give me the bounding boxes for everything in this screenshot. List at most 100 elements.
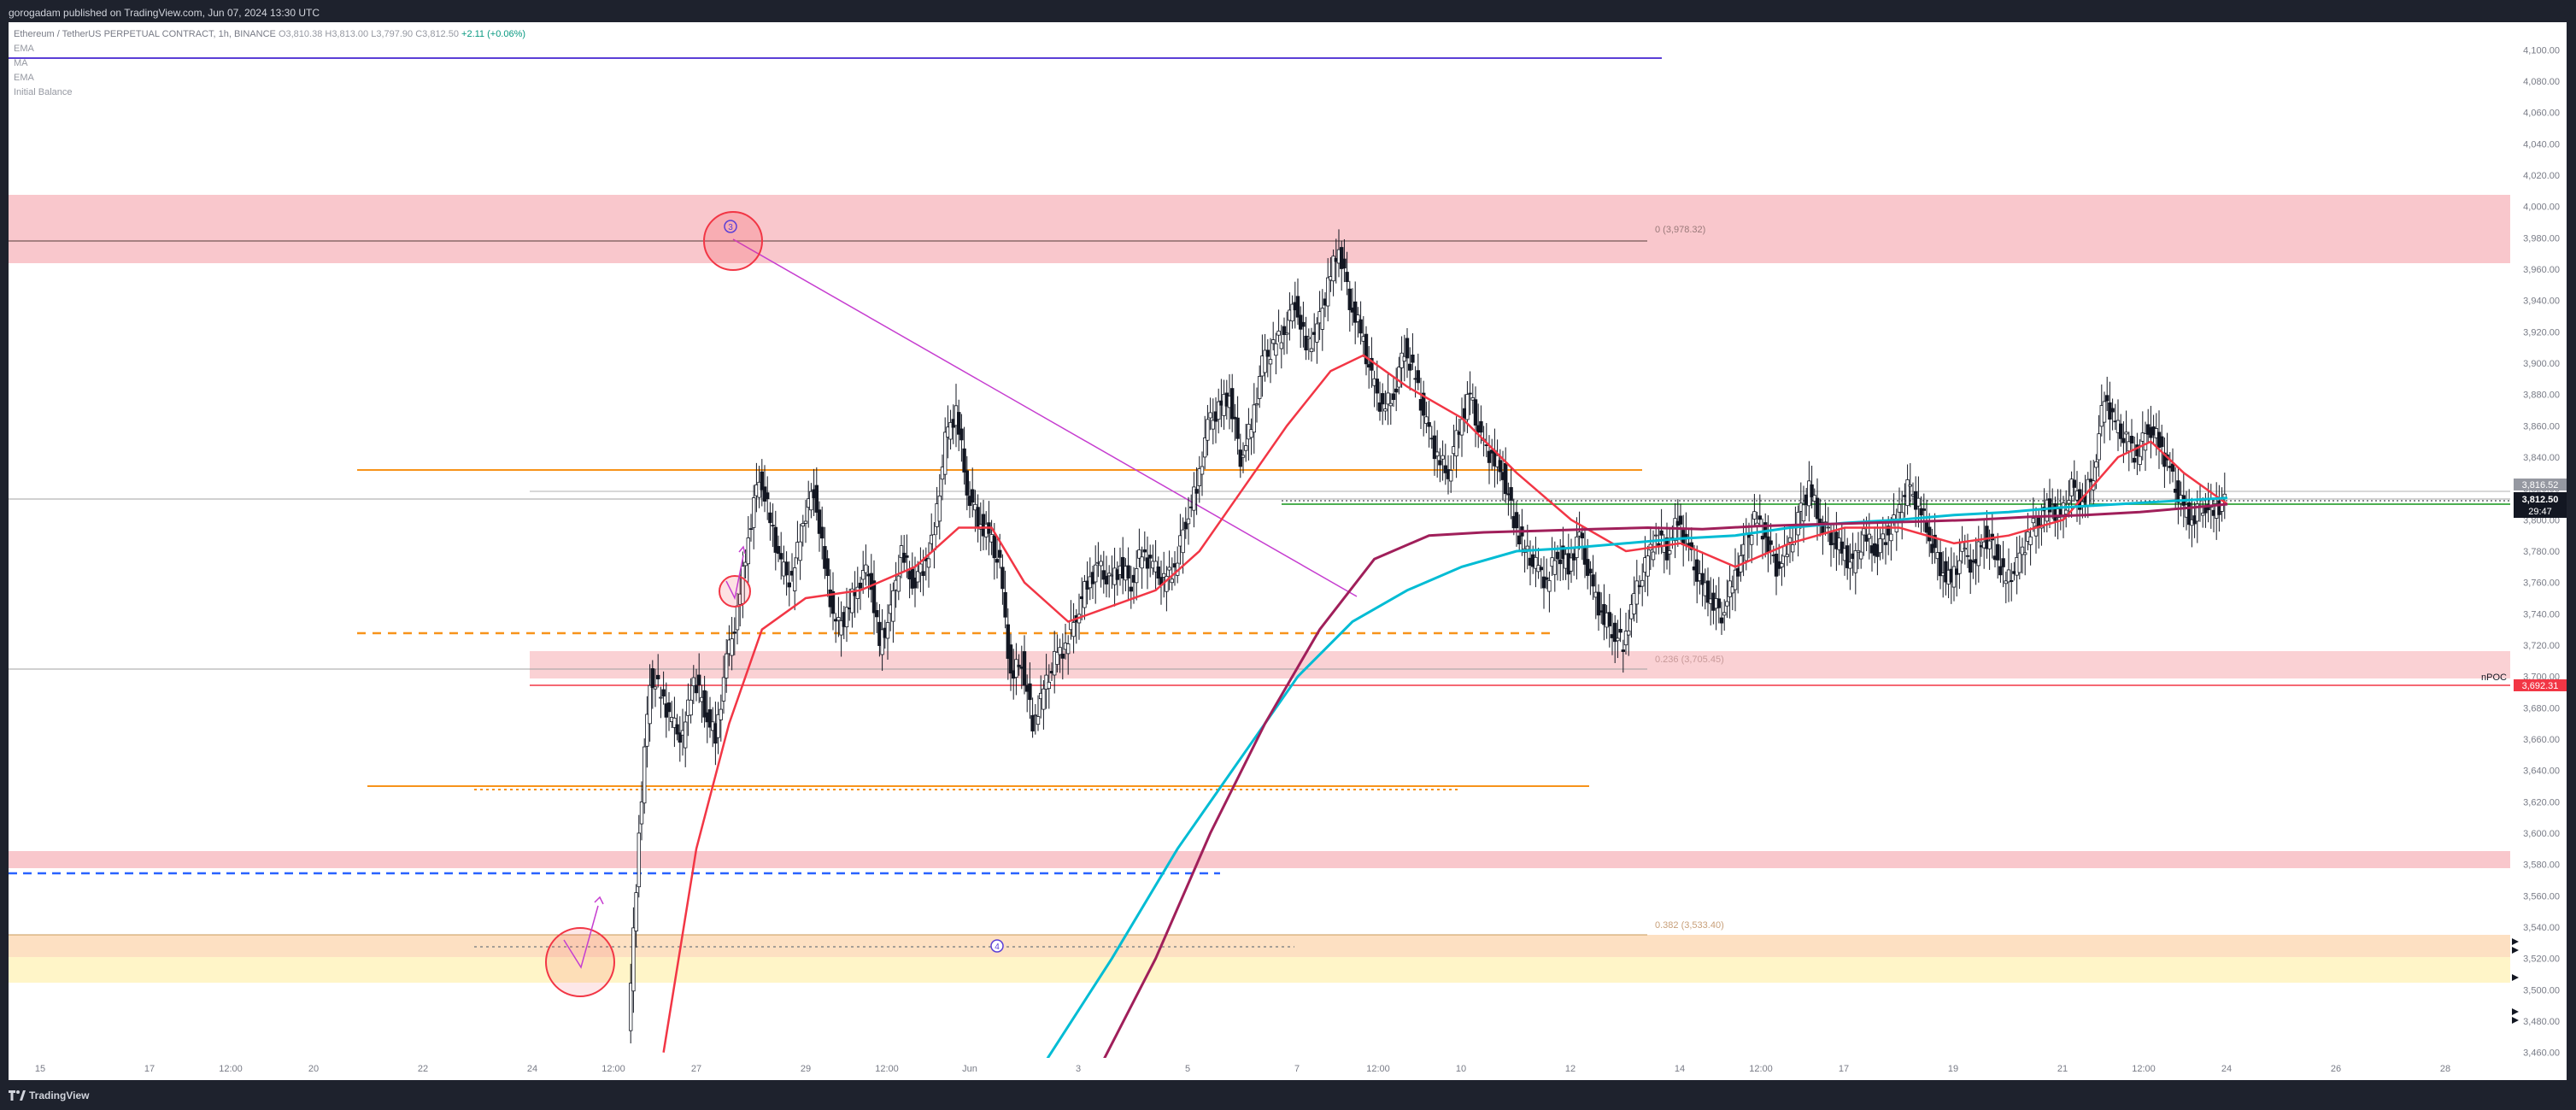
candle-body xyxy=(1238,449,1242,467)
candle-body xyxy=(1033,714,1037,717)
price-tick-label: 3,640.00 xyxy=(2523,766,2560,777)
candle-body xyxy=(1140,556,1144,569)
price-tick-label: 3,660.00 xyxy=(2523,735,2560,745)
candle-body xyxy=(902,552,907,563)
candle-body xyxy=(875,609,879,618)
candle-body xyxy=(1634,580,1639,605)
candle-body xyxy=(773,526,777,553)
candle-body xyxy=(746,537,750,565)
price-axis[interactable] xyxy=(2510,22,2567,1061)
candle-body xyxy=(1047,681,1051,690)
candle-body xyxy=(1405,338,1410,359)
candle-body xyxy=(871,580,877,614)
candle-body xyxy=(1853,550,1857,573)
candle-body xyxy=(2129,436,2134,443)
candle-body xyxy=(1165,576,1169,592)
candle-body xyxy=(2097,433,2101,461)
candle-body xyxy=(1580,532,1584,538)
candle-body xyxy=(880,629,884,655)
candle-body xyxy=(1695,559,1699,582)
candle-body xyxy=(1545,577,1549,580)
candle-body xyxy=(1886,526,1891,536)
npoc-label: nPOC xyxy=(2481,672,2507,683)
zone-mid xyxy=(530,651,2510,678)
candle-body xyxy=(1094,564,1098,583)
time-tick-label: 10 xyxy=(1456,1064,1466,1074)
candle-body xyxy=(637,832,641,888)
candle-body xyxy=(1309,348,1314,352)
candle-body xyxy=(661,689,666,697)
price-tick-label: 3,880.00 xyxy=(2523,391,2560,401)
candle-body xyxy=(1258,376,1262,399)
candle-body xyxy=(1498,460,1502,473)
axis-arrow-1[interactable] xyxy=(2512,938,2519,945)
candle-body xyxy=(1167,567,1171,571)
indicator-initial-balance[interactable]: Initial Balance xyxy=(14,87,73,97)
candle-body xyxy=(721,677,726,702)
candle-body xyxy=(2009,580,2014,582)
candle-body xyxy=(2094,461,2098,468)
candle-body xyxy=(1479,420,1483,433)
time-tick-label: 15 xyxy=(35,1064,45,1074)
candle-body xyxy=(1274,343,1278,356)
candle-body xyxy=(1558,559,1563,565)
time-tick-label: 26 xyxy=(2331,1064,2341,1074)
candle-body xyxy=(1465,394,1470,420)
candle-body xyxy=(634,892,638,931)
time-tick-label: 3 xyxy=(1076,1064,1081,1074)
candle-body xyxy=(1509,487,1513,501)
time-tick-label: 28 xyxy=(2440,1064,2450,1074)
candle-body xyxy=(1591,574,1595,587)
time-tick-label: 24 xyxy=(527,1064,537,1074)
candle-body xyxy=(1282,326,1287,336)
price-tick-label: 3,800.00 xyxy=(2523,515,2560,526)
candle-body xyxy=(1905,479,1910,507)
candle-body xyxy=(1285,332,1289,335)
price-tick-label: 3,720.00 xyxy=(2523,641,2560,651)
time-axis[interactable] xyxy=(9,1058,2510,1080)
candle-body xyxy=(1881,533,1885,540)
candle-body xyxy=(1769,540,1773,545)
ema-red-line xyxy=(662,354,2228,1053)
candle-body xyxy=(1315,323,1319,343)
candle-body xyxy=(1826,526,1830,529)
candle-body xyxy=(1271,339,1276,344)
candle-body xyxy=(1422,392,1426,416)
indicator-ema-1[interactable]: EMA xyxy=(14,44,34,54)
candle-body xyxy=(1757,515,1762,520)
tradingview-logo[interactable]: TradingView xyxy=(9,1089,89,1101)
time-tick-label: 17 xyxy=(144,1064,155,1074)
symbol-title[interactable]: Ethereum / TetherUS PERPETUAL CONTRACT, … xyxy=(14,29,276,39)
price-tick-label: 3,940.00 xyxy=(2523,297,2560,307)
candle-body xyxy=(1142,549,1147,553)
candle-body xyxy=(1137,549,1141,559)
indicator-ema-2[interactable]: EMA xyxy=(14,73,34,83)
time-tick-label: 12:00 xyxy=(1749,1064,1773,1074)
candle-body xyxy=(1596,591,1601,616)
price-axis-ticks: 4,100.00 4,080.00 4,060.00 4,040.00 4,020.00… xyxy=(2523,45,2560,1058)
supply-zone-top xyxy=(9,195,2510,263)
candle-body xyxy=(730,638,734,656)
candle-body xyxy=(748,528,754,531)
axis-arrow-4[interactable] xyxy=(2512,1008,2519,1015)
candle-body xyxy=(1856,549,1861,553)
candle-body xyxy=(784,561,789,576)
axis-arrow-5[interactable] xyxy=(2512,1017,2519,1024)
axis-arrow-2[interactable] xyxy=(2512,947,2519,954)
price-tick-label: 4,000.00 xyxy=(2523,203,2560,213)
candle-body xyxy=(735,605,740,631)
indicator-ma[interactable]: MA xyxy=(14,58,28,68)
candle-body xyxy=(1402,355,1406,362)
candle-body xyxy=(1960,541,1964,552)
low-arrow-head xyxy=(594,896,604,905)
candle-body xyxy=(1301,321,1306,327)
price-tick-label: 3,900.00 xyxy=(2523,359,2560,369)
fib-0236-label: 0.236 (3,705.45) xyxy=(1655,655,1724,665)
candle-body xyxy=(2195,503,2199,522)
candle-body xyxy=(899,545,904,558)
axis-arrow-3[interactable] xyxy=(2512,974,2519,981)
npoc-price-badge xyxy=(2514,679,2567,691)
candle-body xyxy=(1651,551,1656,561)
price-tick-label: 4,040.00 xyxy=(2523,139,2560,150)
